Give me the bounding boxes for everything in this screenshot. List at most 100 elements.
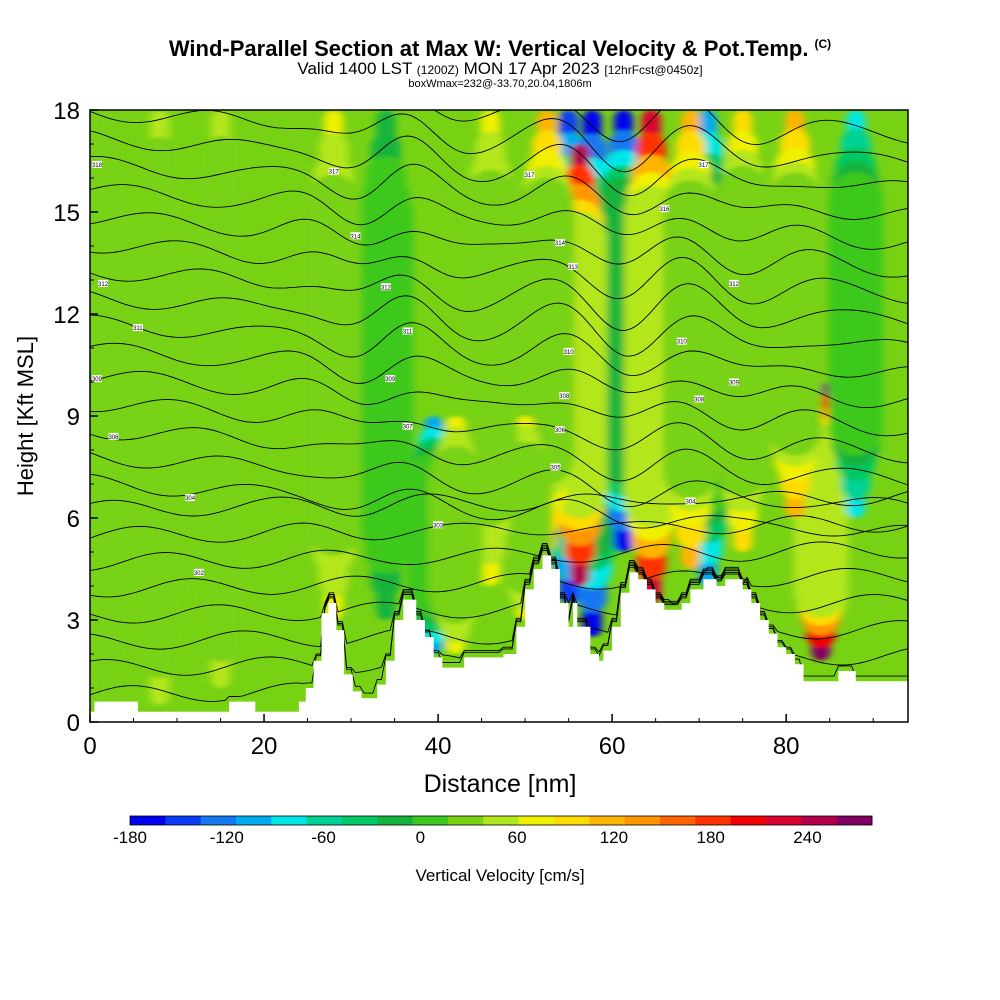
- theta-contour: [90, 399, 908, 464]
- colorbar-swatch: [589, 816, 626, 825]
- theta-contour-labels: 318 317 317 317 314 314 316 313 312 312 312 311 311 3…: [91, 160, 740, 577]
- w-core: [462, 110, 518, 586]
- theta-label-bg: [728, 378, 739, 386]
- theta-contour: [90, 473, 908, 537]
- theta-label: 314: [555, 239, 566, 247]
- theta-label-bg: [554, 426, 565, 434]
- theta-label: 318: [92, 160, 103, 169]
- valid-date: MON 17 Apr 2023: [463, 59, 600, 78]
- theta-contour: [90, 541, 908, 571]
- colorbar-swatch: [660, 816, 696, 825]
- colorbar-swatch: [518, 816, 555, 825]
- w-level: [462, 182, 518, 514]
- theta-label: 311: [402, 327, 413, 336]
- theta-label: 306: [108, 432, 119, 441]
- theta-label-text: 302: [194, 571, 205, 577]
- theta-label: 311: [132, 324, 143, 332]
- colorbar-label: Vertical Velocity [cm/s]: [415, 866, 584, 885]
- w-core: [428, 416, 483, 654]
- copyright-mark: (C): [814, 36, 832, 51]
- w-level: [828, 172, 884, 456]
- colorbar-swatch: [377, 816, 414, 825]
- colorbar-swatch: [342, 816, 378, 825]
- forecast-info: [12hrFcst@0450z]: [604, 63, 703, 77]
- w-core: [193, 110, 248, 688]
- theta-label-bg: [380, 283, 391, 291]
- theta-label-text: 318: [92, 163, 103, 169]
- theta-label: 317: [524, 171, 535, 179]
- theta-contour: [90, 342, 908, 409]
- w-level: [132, 201, 187, 614]
- valid-utc: (1200Z): [416, 63, 459, 77]
- y-tick-label: 18: [53, 98, 80, 125]
- x-axis-label: Distance [nm]: [424, 770, 577, 798]
- theta-label: 312: [729, 279, 740, 288]
- theta-label-bg: [185, 494, 196, 502]
- w-core: [358, 110, 414, 620]
- theta-label-text: 304: [685, 500, 696, 506]
- theta-label: 305: [551, 463, 562, 472]
- theta-label-bg: [91, 375, 102, 383]
- theta-label-text: 313: [568, 265, 579, 271]
- colorbar-swatch: [236, 816, 272, 825]
- theta-label-text: 303: [433, 523, 444, 529]
- w-core: [767, 110, 823, 518]
- w-core: [715, 110, 770, 552]
- colorbar-swatch: [554, 816, 590, 825]
- x-tick-label: 80: [773, 733, 800, 760]
- colorbar-tick-label: 60: [508, 828, 527, 847]
- theta-label-bg: [659, 205, 670, 213]
- colorbar-frame: [129, 815, 873, 826]
- box-wmax-info: boxWmax=232@-33.70,20.04,1806m: [408, 78, 592, 90]
- w-level: [519, 177, 575, 485]
- theta-label-bg: [698, 160, 709, 168]
- theta-label-bg: [694, 395, 705, 403]
- theta-contour: [90, 490, 908, 517]
- theta-label-bg: [524, 171, 535, 179]
- w-core: [828, 110, 884, 518]
- theta-label-text: 310: [564, 350, 575, 356]
- colorbar-swatch: [412, 816, 449, 825]
- theta-label: 304: [685, 497, 696, 506]
- w-level: [767, 172, 823, 456]
- theta-contour: [90, 268, 908, 331]
- theta-contour: [90, 549, 908, 702]
- colorbar-tick-label: -120: [210, 828, 244, 847]
- colorbar-swatch: [836, 816, 873, 825]
- theta-label: 304: [185, 494, 196, 502]
- theta-label-text: 314: [350, 234, 361, 240]
- theta-contour: [90, 546, 908, 650]
- y-tick-label: 3: [67, 608, 80, 635]
- theta-contour: [90, 548, 908, 676]
- theta-contour: [90, 184, 908, 250]
- theta-label-bg: [98, 279, 109, 287]
- chart-subtitle: Valid 1400 LST (1200Z) MON 17 Apr 2023 […: [0, 59, 1000, 79]
- theta-label-text: 317: [698, 163, 709, 169]
- theta-label-bg: [563, 347, 574, 355]
- theta-contour: [90, 370, 908, 437]
- w-level: [715, 177, 770, 485]
- theta-label-text: 317: [329, 170, 340, 176]
- theta-label-text: 312: [98, 282, 109, 288]
- colorbar-tick-label: 240: [793, 828, 821, 847]
- theta-label-text: 317: [524, 173, 535, 179]
- theta-contour: [90, 155, 908, 220]
- w-core: [663, 110, 718, 569]
- theta-label-bg: [328, 167, 339, 175]
- theta-label: 314: [350, 232, 361, 240]
- theta-label-text: 312: [729, 282, 740, 288]
- theta-label-text: 311: [133, 326, 143, 332]
- theta-contours: [90, 110, 908, 702]
- theta-label-text: 309: [385, 377, 396, 383]
- theta-label: 307: [403, 422, 413, 431]
- y-tick-label: 12: [53, 302, 80, 329]
- axes: 0 20 40 60 80 0 3 6 9 12 15 18: [53, 98, 874, 760]
- theta-label-text: 305: [551, 466, 562, 472]
- colorbar: -180 -120 -60 0 60 120 180 240: [113, 815, 873, 847]
- terrain: [90, 555, 908, 722]
- theta-contour: [90, 543, 908, 598]
- theta-label: 317: [698, 160, 709, 169]
- theta-label: 302: [194, 568, 205, 577]
- theta-label-text: 311: [403, 330, 413, 336]
